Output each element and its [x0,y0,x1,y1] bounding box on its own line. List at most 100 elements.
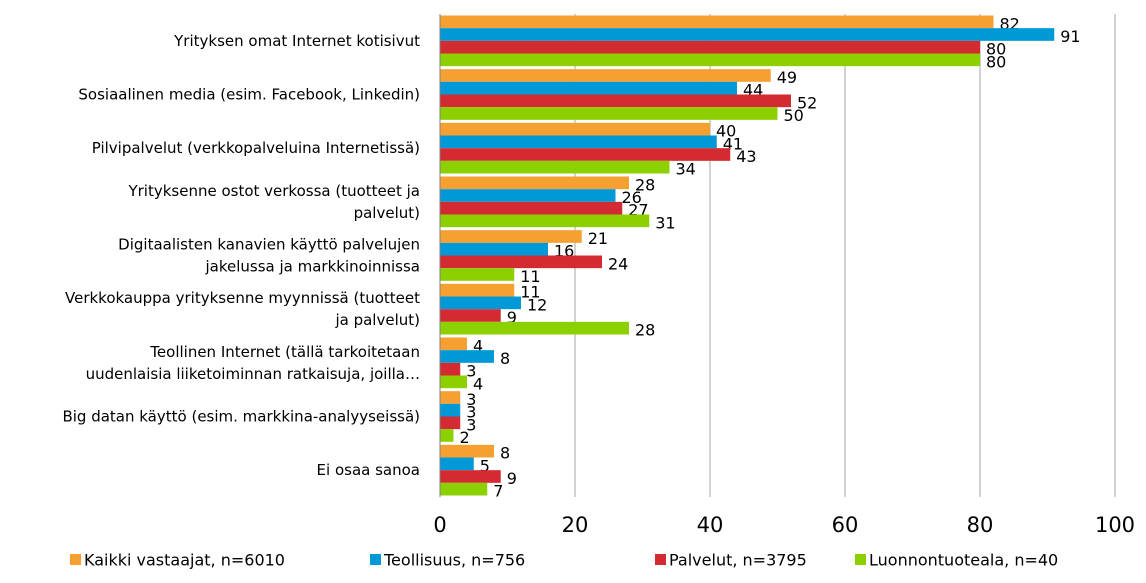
x-tick-label: 60 [832,513,859,537]
data-label: 26 [622,188,642,207]
bar [440,296,521,310]
bar [440,470,501,483]
data-label: 4 [473,374,483,393]
bar [440,40,980,54]
data-label: 3 [466,415,476,434]
data-label: 80 [986,40,1006,59]
bar [440,53,980,67]
bar [440,283,515,297]
bar [440,189,616,202]
category-label-line: Teollinen Internet (tällä tarkoitetaan [149,342,420,360]
data-label: 5 [480,456,490,475]
legend-label: Luonnontuoteala, n=40 [869,551,1058,570]
category-label: Verkkokauppa yrityksenne myynnissä (tuot… [65,289,420,329]
category-label-line: Yrityksenne ostot verkossa (tuotteet ja [127,181,420,199]
data-label: 9 [507,308,517,327]
data-label: 43 [736,147,756,166]
legend-swatch [855,554,866,565]
data-label: 80 [986,52,1006,71]
category-label: Pilvipalvelut (verkkopalveluina Internet… [92,139,420,157]
bar [440,176,629,190]
bar [440,482,488,496]
bar [440,268,515,281]
data-label: 3 [466,362,476,381]
data-label: 2 [460,428,470,447]
bar [440,135,717,149]
category-label-line: Big datan käyttö (esim. markkina-analyys… [62,407,420,425]
data-label: 28 [635,321,655,340]
data-label: 40 [716,122,736,141]
category-label: Ei osaa sanoa [317,461,420,479]
bar [440,122,710,136]
legend-label: Teollisuus, n=756 [383,551,525,570]
category-label-line: Pilvipalvelut (verkkopalveluina Internet… [92,139,420,157]
data-label: 9 [507,469,517,488]
category-label-line: uudenlaisia liiketoiminnan ratkaisuja, j… [86,364,420,382]
category-label-line: Verkkokauppa yrityksenne myynnissä (tuot… [65,289,420,307]
data-label: 4 [473,336,483,355]
legend-swatch [655,554,666,565]
category-label: Teollinen Internet (tällä tarkoitetaan uu… [86,342,420,382]
bar [440,391,461,404]
legend-label: Palvelut, n=3795 [669,551,807,570]
data-label: 7 [493,482,503,501]
data-label: 8 [500,444,510,463]
data-label: 28 [635,175,655,194]
category-label: Big datan käyttö (esim. markkina-analyys… [62,407,420,425]
bar [440,69,771,82]
data-label: 11 [520,267,540,286]
legend-swatch [70,554,81,565]
legend-swatch [370,554,381,565]
bar [440,309,501,322]
bar [440,160,670,174]
bar [440,201,623,215]
bar [440,444,494,458]
bar [440,107,778,120]
category-label-line: palvelut) [354,203,420,221]
x-tick-label: 40 [697,513,724,537]
bar [440,321,629,335]
bar [440,214,650,228]
bar [440,230,582,243]
bar [440,15,994,29]
category-label-line: Sosiaalinen media (esim. Facebook, Linke… [78,85,420,103]
bar [440,403,461,417]
data-label: 24 [608,254,628,273]
category-label: Digitaalisten kanavien käyttö palvelujen… [118,235,420,275]
bar [440,81,737,95]
data-label: 21 [588,229,608,248]
data-label: 50 [784,106,804,125]
bar [440,457,474,471]
x-tick-label: 100 [1095,513,1135,537]
category-label-line: jakelussa ja markkinoinnissa [205,257,421,275]
category-label-line: ja palvelut) [334,311,420,329]
bar [440,255,602,269]
legend-label: Kaikki vastaajat, n=6010 [84,551,285,570]
bar [440,242,548,256]
category-label-line: Ei osaa sanoa [317,461,420,479]
bar [440,416,461,430]
data-label: 34 [676,160,696,179]
bar [440,148,731,161]
data-label: 8 [500,349,510,368]
data-label: 11 [520,283,540,302]
bar [440,429,454,442]
data-label: 31 [655,213,675,232]
category-label: Sosiaalinen media (esim. Facebook, Linke… [78,85,420,103]
category-label-line: Yrityksen omat Internet kotisivut [173,31,420,49]
bar [440,362,461,376]
bar [440,375,467,389]
bar [440,28,1055,41]
bar [440,350,494,363]
data-label: 91 [1060,27,1080,46]
category-label: Yrityksen omat Internet kotisivut [173,31,420,49]
category-label: Yrityksenne ostot verkossa (tuotteet ja p… [127,181,420,221]
bar [440,337,467,351]
data-label: 49 [777,68,797,87]
category-label-line: Digitaalisten kanavien käyttö palvelujen [118,235,420,253]
data-label: 52 [797,93,817,112]
bar [440,94,791,108]
data-label: 12 [527,295,547,314]
data-label: 3 [466,403,476,422]
